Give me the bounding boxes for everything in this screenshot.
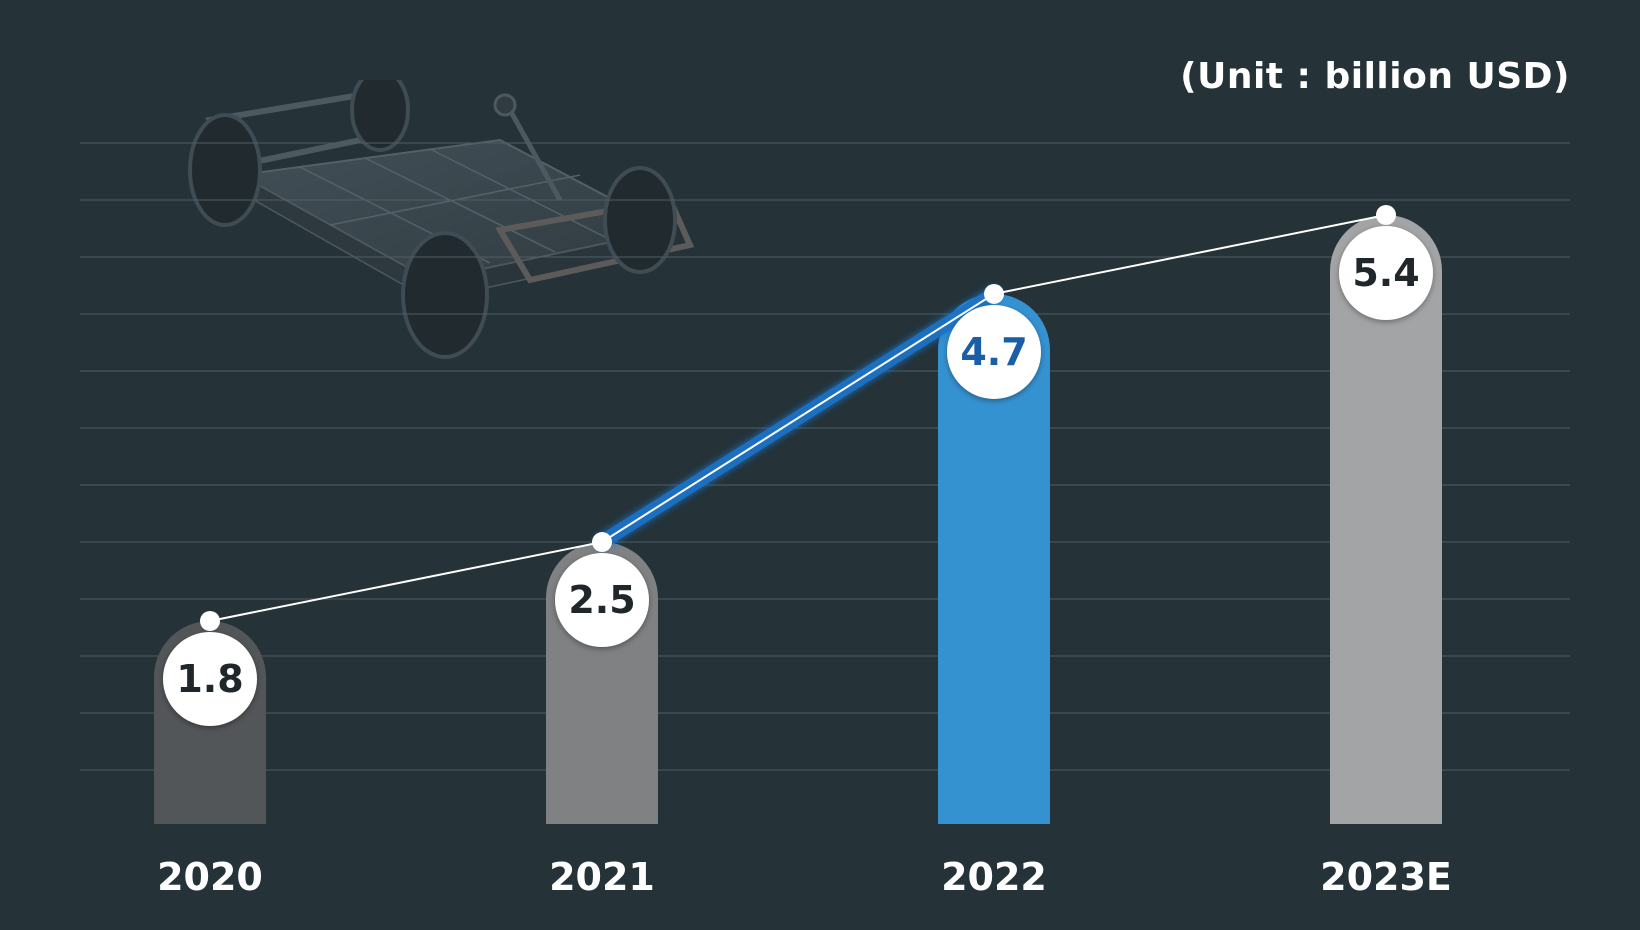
x-tick-label-2023E: 2023E — [1320, 855, 1452, 899]
value-bubble-2022 — [947, 304, 1041, 399]
value-label-2023E: 5.4 — [1352, 251, 1419, 295]
bar-2023E — [1330, 215, 1442, 824]
value-bubble-2021 — [555, 553, 649, 648]
value-label-2022: 4.7 — [960, 330, 1027, 374]
trend-point-2022 — [984, 283, 1004, 304]
trend-point-2020 — [200, 611, 220, 631]
trend-line — [209, 214, 1387, 622]
unit-label: (Unit : billion USD) — [1180, 56, 1570, 97]
value-label-2021: 2.5 — [568, 578, 635, 622]
bar-2022 — [938, 293, 1050, 825]
x-tick-label-2020: 2020 — [157, 855, 263, 899]
ev-chassis-illustration — [170, 68, 730, 370]
x-tick-label-2021: 2021 — [549, 855, 655, 899]
value-bubble-2020 — [163, 632, 257, 726]
x-tick-label-2022: 2022 — [941, 855, 1047, 899]
value-bubble-2023E — [1339, 226, 1433, 320]
value-label-2020: 1.8 — [176, 657, 243, 701]
trend-point-2021 — [592, 532, 612, 553]
trend-point-2023E — [1376, 205, 1396, 225]
